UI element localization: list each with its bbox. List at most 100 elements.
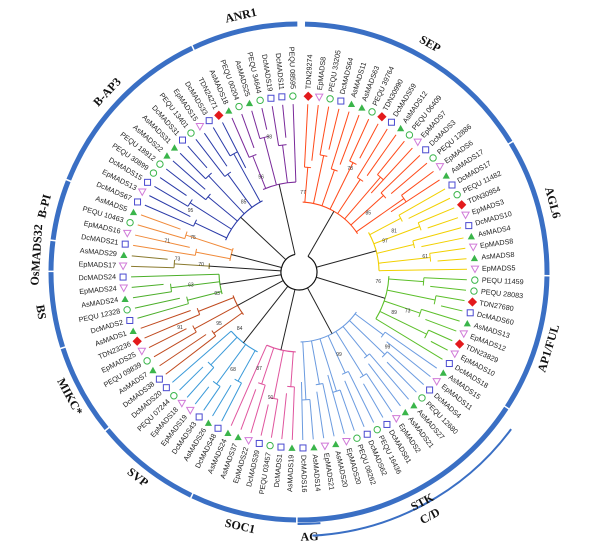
subclade-stem bbox=[211, 337, 237, 365]
leaf-branch bbox=[340, 115, 359, 165]
circle-green-marker bbox=[430, 155, 436, 161]
square-blue-marker bbox=[163, 385, 169, 391]
circle-green-marker bbox=[354, 435, 360, 441]
leaf-label: AsMADS29 bbox=[79, 246, 117, 259]
leaf-branch bbox=[135, 235, 190, 247]
triangle-pink-marker bbox=[460, 331, 467, 337]
leaf-branch bbox=[272, 106, 278, 145]
square-blue-marker bbox=[279, 94, 285, 100]
bootstrap-value: 77 bbox=[300, 190, 306, 196]
leaf-branch bbox=[421, 238, 463, 247]
triangle-pink-marker bbox=[470, 244, 477, 250]
square-blue-marker bbox=[127, 317, 133, 323]
clade-osmads32 bbox=[131, 256, 281, 271]
leaf-label: EpMADS21 bbox=[322, 452, 336, 490]
leaf-label: EpMADS5 bbox=[482, 263, 516, 273]
clade-svp bbox=[172, 286, 287, 421]
circle-green-marker bbox=[124, 307, 130, 313]
bootstrap-value: 81 bbox=[391, 229, 397, 235]
square-blue-marker bbox=[156, 376, 162, 382]
clade-stem bbox=[220, 275, 281, 285]
leaf-branch bbox=[222, 122, 245, 167]
leaf-branch bbox=[222, 383, 242, 421]
subclade-stem bbox=[377, 244, 414, 253]
subclade-stem bbox=[274, 350, 284, 398]
triangle-green-marker bbox=[235, 434, 242, 440]
group-ring bbox=[298, 523, 321, 524]
circle-green-marker bbox=[406, 132, 412, 138]
triangle-green-marker bbox=[410, 402, 417, 408]
leaf-branch bbox=[385, 332, 437, 368]
group-label: SOC1 bbox=[224, 516, 257, 537]
subclade-stem bbox=[345, 177, 381, 219]
leaf-label: PEQU 08595 bbox=[287, 47, 297, 90]
triangle-pink-marker bbox=[196, 124, 203, 130]
triangle-green-marker bbox=[443, 172, 450, 178]
circle-green-marker bbox=[419, 395, 425, 401]
leaf-branch bbox=[329, 109, 339, 150]
leaf-branch bbox=[180, 367, 203, 390]
triangle-pink-marker bbox=[462, 212, 469, 218]
leaf-branch bbox=[283, 105, 286, 138]
square-blue-marker bbox=[449, 182, 455, 188]
diamond-red-marker bbox=[457, 200, 466, 209]
bootstrap-value: 91 bbox=[268, 395, 274, 401]
circle-green-marker bbox=[171, 393, 177, 399]
clade-bpi bbox=[133, 215, 281, 268]
leaf-branch bbox=[149, 196, 190, 217]
leaf-label: PEQU 28083 bbox=[480, 287, 523, 301]
triangle-pink-marker bbox=[124, 230, 131, 236]
leaf-branch bbox=[132, 284, 164, 287]
leaf-branch bbox=[312, 105, 318, 161]
subclade-stem bbox=[171, 282, 220, 288]
leaf-label: DcMADS24 bbox=[78, 272, 116, 282]
leaf-branch bbox=[436, 296, 465, 301]
triangle-pink-marker bbox=[471, 266, 478, 272]
leaf-branch bbox=[173, 161, 205, 189]
leaf-label: AsMADS14 bbox=[311, 454, 323, 492]
leaf-branch bbox=[196, 139, 225, 176]
square-blue-marker bbox=[256, 440, 262, 446]
leaf-branch bbox=[271, 399, 277, 437]
triangle-green-marker bbox=[224, 430, 231, 436]
leaf-branch bbox=[232, 118, 249, 157]
triangle-pink-marker bbox=[120, 285, 127, 291]
leaf-branch bbox=[262, 108, 267, 129]
triangle-green-marker bbox=[120, 252, 127, 258]
triangle-pink-marker bbox=[433, 379, 440, 385]
leaf-label: TDN29274 bbox=[303, 54, 314, 89]
bootstrap-value: 70 bbox=[198, 262, 204, 268]
square-blue-marker bbox=[467, 310, 473, 316]
subclade-stem bbox=[355, 314, 383, 335]
clade-stem bbox=[279, 184, 295, 254]
leaf-branch bbox=[204, 133, 227, 166]
bootstrap-value: 61 bbox=[422, 254, 428, 260]
square-blue-marker bbox=[423, 147, 429, 153]
square-blue-marker bbox=[364, 431, 370, 437]
group-label: B-PI bbox=[34, 192, 54, 219]
triangle-pink-marker bbox=[139, 189, 146, 195]
circle-green-marker bbox=[144, 358, 150, 364]
triangle-pink-marker bbox=[245, 438, 252, 444]
leaf-branch bbox=[213, 385, 232, 416]
circle-green-marker bbox=[236, 103, 242, 109]
clade-stem bbox=[308, 211, 334, 256]
diamond-red-marker bbox=[304, 92, 313, 101]
triangle-green-marker bbox=[130, 209, 137, 215]
circle-green-marker bbox=[127, 219, 133, 225]
leaf-label: EpMADS8 bbox=[479, 236, 513, 250]
triangle-green-marker bbox=[464, 320, 471, 326]
group-label: SEP bbox=[417, 32, 443, 55]
subclade-stem bbox=[303, 342, 306, 400]
triangle-green-marker bbox=[205, 419, 212, 425]
leaf-label: AsMADS19 bbox=[285, 455, 295, 492]
clade-stem bbox=[243, 286, 287, 343]
leaf-branch bbox=[401, 171, 433, 195]
leaf-branch bbox=[304, 104, 307, 167]
bootstrap-value: 89 bbox=[391, 310, 397, 316]
square-blue-marker bbox=[446, 361, 452, 367]
subclade-stem bbox=[283, 145, 288, 183]
square-blue-marker bbox=[268, 95, 274, 101]
subclade-stem bbox=[349, 321, 384, 355]
leaf-branch bbox=[187, 368, 214, 398]
